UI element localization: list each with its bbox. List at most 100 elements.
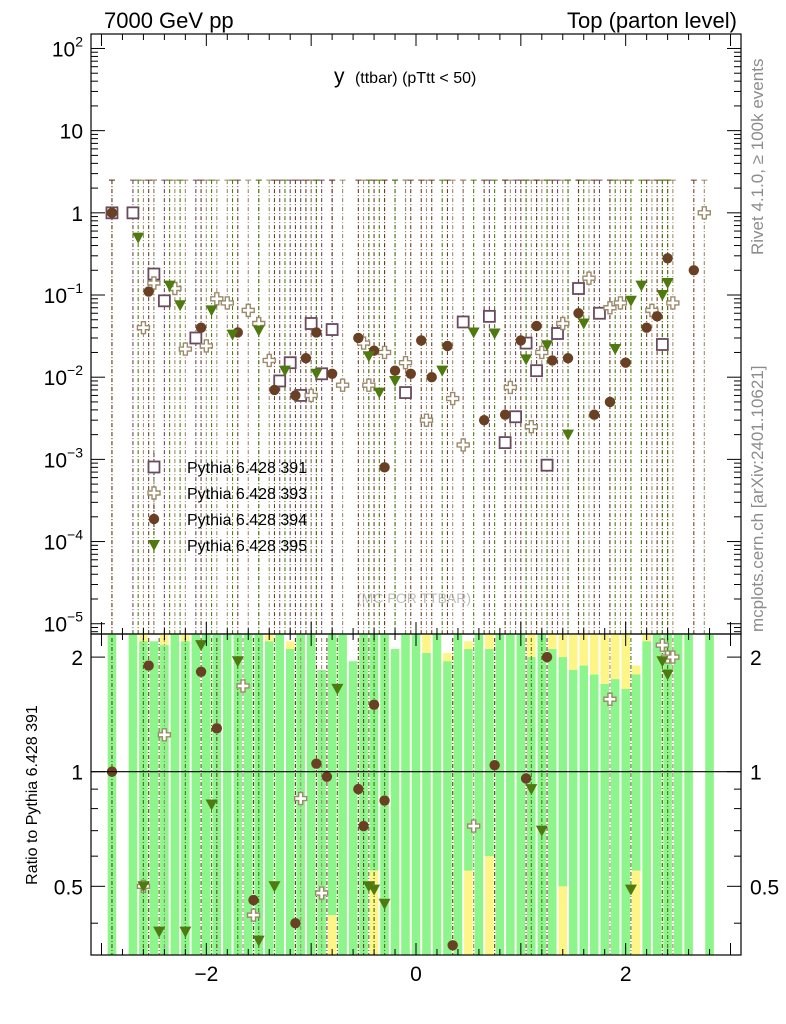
band-green [275, 634, 284, 955]
legend-marker [148, 540, 160, 551]
data-point [106, 207, 118, 219]
data-point [661, 278, 674, 290]
ratio-point [143, 660, 154, 671]
data-point [530, 364, 543, 378]
legend-marker [147, 486, 161, 500]
y-tick-base: 10 [52, 38, 75, 61]
band-green [652, 634, 662, 955]
y-tick-label: 10−3 [44, 444, 84, 472]
band-green [306, 634, 316, 955]
y-tick-base: 10 [60, 121, 83, 144]
ratio-point [293, 791, 308, 806]
data-point [220, 296, 234, 310]
data-point [593, 306, 606, 320]
band-green [223, 634, 232, 955]
band-green [621, 688, 630, 955]
data-point [562, 429, 575, 441]
data-point [573, 308, 584, 319]
data-point [624, 295, 637, 307]
y-tick-exp: 2 [75, 33, 83, 49]
data-point [326, 368, 338, 379]
band-green [464, 649, 473, 871]
data-point [572, 282, 585, 295]
data-point [416, 335, 427, 346]
ratio-point [331, 683, 344, 695]
data-point [609, 344, 622, 356]
rivet-label: Rivet 4.1.0, ≥ 100k events [748, 59, 767, 255]
data-point [442, 340, 453, 352]
ratio-point [447, 940, 458, 951]
data-point [311, 327, 322, 338]
band-green [642, 641, 651, 955]
y-tick-label: 10−4 [44, 527, 84, 555]
band-green [390, 649, 400, 955]
y-tick-base: 10 [44, 614, 67, 637]
data-point [426, 371, 437, 383]
ratio-point [290, 917, 301, 929]
data-point [373, 387, 386, 399]
ratio-point [541, 651, 553, 663]
plot-title-main: y [334, 65, 345, 88]
band-green [474, 634, 484, 955]
band-green [684, 634, 693, 955]
ratio-point [535, 825, 548, 837]
data-point [174, 300, 187, 312]
data-point [697, 206, 712, 220]
band-green [401, 634, 410, 955]
ratio-point [358, 820, 369, 832]
ratio-point [466, 819, 481, 833]
band-green [327, 634, 337, 916]
band-green [149, 641, 159, 955]
data-point [620, 357, 631, 368]
ratio-point [211, 723, 223, 734]
plot-title: y (ttbar) (pTtt < 50) [334, 65, 476, 88]
band-green [705, 634, 714, 955]
ratio-point [195, 640, 208, 652]
y-tick-label: 10−5 [44, 609, 84, 637]
header-left: 7000 GeV pp [104, 8, 234, 33]
data-point [252, 325, 265, 337]
y-tick-base: 10 [44, 285, 67, 308]
ratio-y-tick-label-left: 2 [71, 647, 83, 670]
ratio-point [489, 760, 500, 771]
ratio-point [205, 799, 218, 811]
x-tick-label: 2 [620, 963, 632, 986]
y-tick-label: 1 [71, 203, 83, 226]
data-point [147, 276, 161, 290]
data-point [226, 329, 239, 341]
ratio-point [520, 773, 532, 784]
data-point [205, 305, 218, 317]
ratio-point [321, 771, 333, 782]
data-point [126, 206, 140, 220]
data-point [541, 340, 554, 352]
data-point [136, 321, 151, 335]
data-point [189, 331, 203, 345]
band-green [485, 649, 494, 857]
watermark: (MC FOR TTBAR) [357, 590, 471, 606]
data-point [163, 280, 176, 292]
mcplots-label: mcplots.cern.ch [arXiv:2401.10621] [748, 366, 767, 632]
y-tick-exp: −3 [67, 444, 83, 460]
band-green [579, 665, 588, 955]
data-point [283, 356, 297, 370]
ratio-y-tick-label-right: 2 [750, 647, 762, 670]
data-point [379, 462, 390, 473]
data-point [399, 386, 412, 399]
ratio-point [248, 894, 259, 906]
data-point [604, 396, 616, 408]
data-point [520, 354, 533, 366]
header-right: Top (parton level) [567, 8, 737, 33]
band-green [191, 634, 201, 955]
band-green [548, 649, 557, 955]
band-green [128, 634, 138, 955]
band-green [432, 634, 442, 955]
plot-title-sub: (ttbar) (pTtt < 50) [355, 70, 476, 87]
y-tick-base: 10 [44, 532, 67, 555]
band-green [264, 641, 274, 955]
data-point [325, 323, 339, 336]
ratio-point [236, 679, 250, 693]
band-green [495, 634, 505, 955]
data-point [143, 286, 154, 297]
ratio-point [231, 656, 244, 668]
